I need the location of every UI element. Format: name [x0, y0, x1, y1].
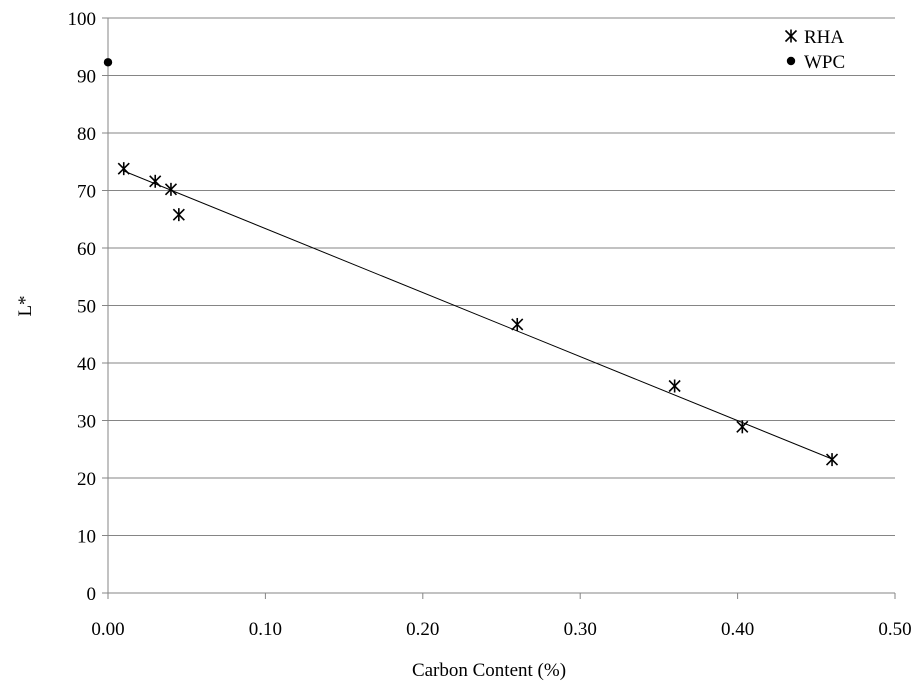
x-tick-label: 0.50 — [878, 619, 911, 640]
rha-point-5 — [668, 379, 681, 393]
legend-label-wpc: WPC — [804, 52, 845, 73]
x-tick-label: 0.00 — [91, 619, 124, 640]
x-tick-labels: 0.00 0.10 0.20 0.30 0.40 0.50 — [91, 593, 912, 640]
data-points — [103, 58, 839, 467]
y-tick-label: 70 — [77, 182, 96, 203]
y-tick-label: 90 — [77, 67, 96, 88]
legend-marker-wpc — [786, 56, 796, 66]
trendline — [123, 170, 833, 460]
y-tick-label: 40 — [77, 354, 96, 375]
rha-point-4 — [511, 317, 524, 331]
rha-point-6 — [736, 420, 749, 434]
rha-point-2 — [164, 182, 178, 196]
x-tick-label: 0.30 — [564, 619, 597, 640]
axes — [107, 18, 895, 594]
y-tick-label: 20 — [77, 469, 96, 490]
legend-dot-icon — [786, 56, 796, 66]
y-tick-label: 50 — [77, 297, 96, 318]
legend-label-rha: RHA — [804, 27, 844, 48]
rha-point-7 — [825, 453, 839, 467]
legend-asterisk-icon — [784, 29, 798, 43]
x-tick-label: 0.40 — [721, 619, 754, 640]
y-tick-label: 0 — [87, 584, 97, 605]
y-tick-label: 60 — [77, 239, 96, 260]
rha-point-3 — [172, 208, 185, 222]
trendline-rha — [123, 170, 833, 460]
y-tick-label: 10 — [77, 527, 96, 548]
grid-lines — [102, 17, 895, 594]
y-tick-label: 100 — [68, 9, 97, 30]
x-axis-title: Carbon Content (%) — [412, 660, 566, 681]
rha-point-1 — [149, 174, 162, 188]
wpc-point-0 — [103, 58, 113, 67]
x-tick-label: 0.20 — [406, 619, 439, 640]
y-tick-labels: 0 10 20 30 40 50 60 70 80 90 100 — [68, 9, 97, 605]
legend: RHA WPC — [784, 27, 845, 73]
y-tick-label: 80 — [77, 124, 96, 145]
x-tick-label: 0.10 — [249, 619, 282, 640]
y-axis-title: L* — [15, 295, 36, 316]
y-tick-label: 30 — [77, 412, 96, 433]
legend-marker-rha — [784, 29, 798, 43]
rha-point-0 — [117, 162, 130, 176]
